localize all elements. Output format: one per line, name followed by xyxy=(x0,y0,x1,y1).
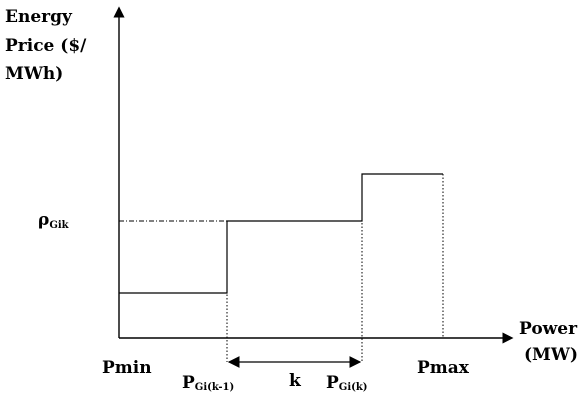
price-label-main: ρ xyxy=(38,210,49,230)
p-prev-label-main: P xyxy=(182,373,195,393)
p-prev-label-sub: Gi(k-1) xyxy=(195,382,234,393)
block-label: k xyxy=(289,371,302,391)
pmin-label: Pmin xyxy=(102,358,152,378)
p-k-label-sub: Gi(k) xyxy=(339,382,368,393)
x-axis-label-line2: (MW) xyxy=(524,345,578,365)
price-label: ρGik xyxy=(38,210,70,231)
y-axis-label-line2: Price ($/ xyxy=(5,36,87,56)
p-k-label-main: P xyxy=(326,373,339,393)
offer-step-curve xyxy=(119,173,443,294)
p-k-label: PGi(k) xyxy=(326,373,368,393)
pmax-label: Pmax xyxy=(417,358,470,378)
y-axis-label-line1: Energy xyxy=(5,7,73,27)
x-axis-label-line1: Power xyxy=(519,319,578,339)
y-axis-label: Energy Price ($/ MWh) xyxy=(5,7,92,84)
p-prev-label: PGi(k-1) xyxy=(182,373,234,393)
price-label-sub: Gik xyxy=(49,220,69,231)
x-axis-label: Power (MW) xyxy=(519,319,583,365)
y-axis-label-line3: MWh) xyxy=(5,64,63,84)
